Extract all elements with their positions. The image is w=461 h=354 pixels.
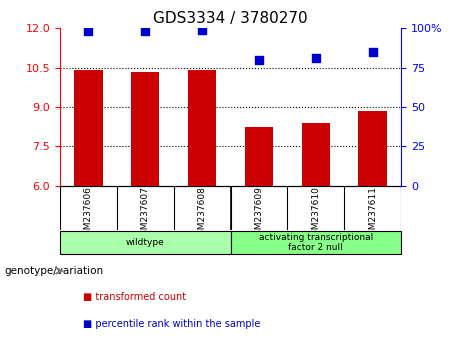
Text: wildtype: wildtype <box>126 238 165 247</box>
Bar <box>245 127 273 185</box>
FancyBboxPatch shape <box>60 231 230 253</box>
Bar <box>188 70 216 185</box>
Point <box>369 49 376 55</box>
Bar <box>131 72 160 185</box>
Text: genotype/variation: genotype/variation <box>5 266 104 276</box>
Text: GSM237611: GSM237611 <box>368 187 377 241</box>
Point <box>85 29 92 34</box>
Text: GSM237609: GSM237609 <box>254 187 263 241</box>
Point <box>312 55 319 61</box>
Text: GSM237608: GSM237608 <box>198 187 207 241</box>
Text: ■ percentile rank within the sample: ■ percentile rank within the sample <box>83 319 260 329</box>
Text: activating transcriptional
factor 2 null: activating transcriptional factor 2 null <box>259 233 373 252</box>
Bar <box>74 70 102 185</box>
Point <box>142 29 149 34</box>
Point <box>255 57 263 63</box>
Bar <box>358 111 387 185</box>
Text: GSM237607: GSM237607 <box>141 187 150 241</box>
FancyBboxPatch shape <box>230 231 401 253</box>
Text: ■ transformed count: ■ transformed count <box>83 292 186 302</box>
Bar <box>301 123 330 185</box>
Title: GDS3334 / 3780270: GDS3334 / 3780270 <box>153 11 308 26</box>
Text: GSM237606: GSM237606 <box>84 187 93 241</box>
Point <box>198 27 206 33</box>
Text: GSM237610: GSM237610 <box>311 187 320 241</box>
